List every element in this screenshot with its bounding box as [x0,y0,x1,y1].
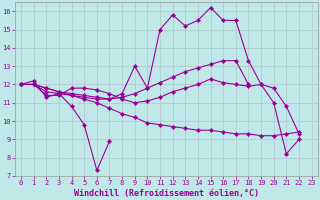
X-axis label: Windchill (Refroidissement éolien,°C): Windchill (Refroidissement éolien,°C) [74,189,259,198]
